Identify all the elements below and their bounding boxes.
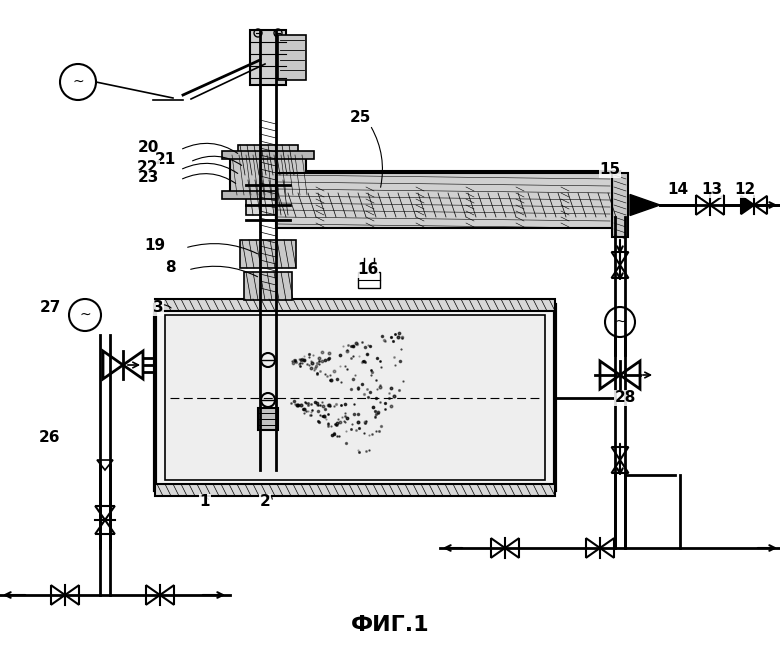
Bar: [155, 484, 555, 496]
Text: 21: 21: [154, 153, 176, 168]
Bar: [238, 145, 298, 175]
Bar: [612, 173, 628, 237]
Text: ~: ~: [80, 308, 90, 322]
Bar: [250, 30, 286, 85]
Bar: [464, 185, 476, 225]
Bar: [240, 240, 296, 268]
Text: ~: ~: [614, 315, 626, 329]
Text: 15: 15: [600, 162, 621, 177]
Bar: [165, 315, 545, 480]
Bar: [155, 305, 555, 490]
Bar: [246, 180, 290, 215]
Bar: [358, 272, 380, 288]
Text: 27: 27: [39, 300, 61, 316]
Bar: [276, 171, 620, 221]
Text: 16: 16: [357, 263, 378, 278]
Text: 13: 13: [701, 182, 722, 197]
Polygon shape: [741, 196, 754, 214]
Bar: [514, 185, 526, 225]
Bar: [276, 193, 620, 217]
Bar: [559, 185, 571, 225]
Text: 3: 3: [153, 300, 163, 316]
Bar: [276, 173, 612, 228]
Text: 1: 1: [200, 494, 211, 509]
Bar: [244, 272, 292, 300]
Bar: [222, 191, 314, 199]
Text: 23: 23: [137, 171, 158, 186]
Polygon shape: [630, 195, 660, 215]
Bar: [258, 408, 278, 430]
Text: 2: 2: [260, 494, 271, 509]
Bar: [278, 35, 306, 80]
Bar: [414, 185, 426, 225]
Bar: [222, 151, 314, 159]
Text: 28: 28: [615, 391, 636, 406]
Bar: [155, 299, 555, 311]
Bar: [230, 155, 306, 195]
Text: 19: 19: [144, 237, 165, 252]
Text: 12: 12: [735, 182, 756, 197]
Text: 22: 22: [137, 160, 159, 175]
Text: 20: 20: [137, 140, 158, 155]
Text: 25: 25: [349, 111, 370, 126]
Text: ~: ~: [73, 75, 83, 89]
Text: 26: 26: [39, 430, 61, 446]
Bar: [364, 185, 376, 225]
Text: 14: 14: [668, 182, 689, 197]
Text: 8: 8: [165, 261, 176, 276]
Bar: [314, 185, 326, 225]
Text: ФИГ.1: ФИГ.1: [351, 615, 429, 635]
